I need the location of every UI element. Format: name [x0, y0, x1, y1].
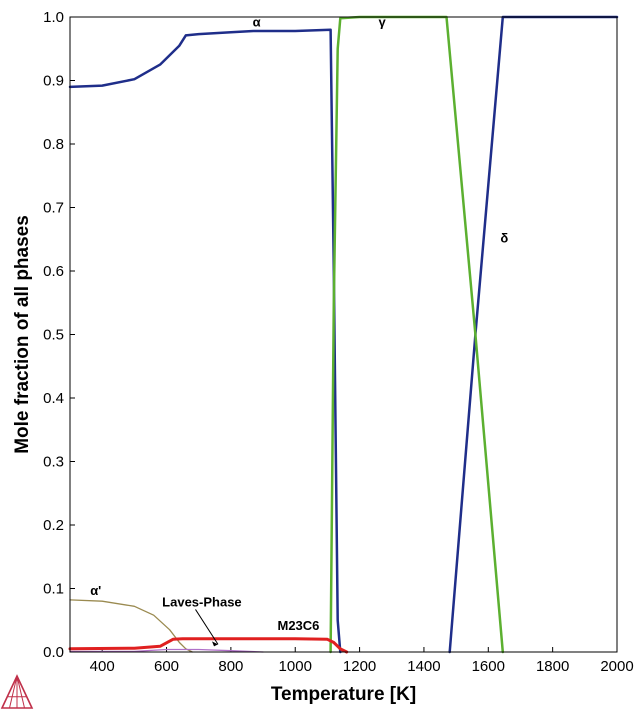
plot-frame	[69, 16, 618, 653]
x-axis-title: Temperature [K]	[271, 684, 416, 705]
series-line-3	[69, 599, 193, 653]
x-tick-label: 1000	[279, 658, 312, 675]
x-tick-label: 400	[90, 658, 115, 675]
x-tick-label: 800	[218, 658, 243, 675]
y-tick-label: 0.3	[43, 454, 64, 471]
thermo-calc-logo	[0, 674, 34, 709]
annotation-label: Laves-Phase	[162, 594, 242, 609]
laves-arrow-head	[212, 641, 219, 647]
series-layer	[68, 15, 619, 654]
annotation-label: δ	[500, 230, 508, 245]
annotation-label: M23C6	[277, 618, 319, 633]
x-tick-label: 1200	[343, 658, 376, 675]
annotation-label: γ	[378, 15, 386, 30]
y-tick-label: 0.8	[43, 136, 64, 153]
x-tick-label: 2000	[600, 658, 633, 675]
y-tick-label: 0.9	[43, 73, 64, 90]
y-tick-label: 1.0	[43, 9, 64, 26]
x-tick-label: 1600	[472, 658, 505, 675]
x-tick-label: 1800	[536, 658, 569, 675]
y-tick-label: 0.0	[43, 644, 64, 661]
y-axis-title: Mole fraction of all phases	[12, 215, 33, 454]
y-tick-label: 0.1	[43, 581, 64, 598]
annotation-label: α'	[90, 583, 101, 598]
y-tick-label: 0.5	[43, 327, 64, 344]
x-tick-label: 1400	[407, 658, 440, 675]
laves-leader-line	[195, 609, 219, 645]
annotation-layer: α γ δ α' Laves-Phase M23C6	[90, 15, 508, 647]
series-line-4	[68, 637, 349, 654]
series-line-2	[329, 15, 505, 654]
annotation-label: α	[253, 15, 261, 30]
y-tick-label: 0.6	[43, 263, 64, 280]
y-tick-label: 0.4	[43, 390, 64, 407]
y-tick-label: 0.7	[43, 200, 64, 217]
series-line-0	[68, 28, 342, 654]
y-axis-ticks: 0.0 0.1 0.2 0.3 0.4 0.5 0.6 0.7 0.8 0.9 1.0	[43, 9, 75, 661]
x-tick-label: 600	[154, 658, 179, 675]
series-line-5	[69, 648, 264, 653]
y-tick-label: 0.2	[43, 517, 64, 534]
x-axis-ticks: 400 600 800 1000 1200 1400 1600 1800 2000	[90, 647, 634, 675]
